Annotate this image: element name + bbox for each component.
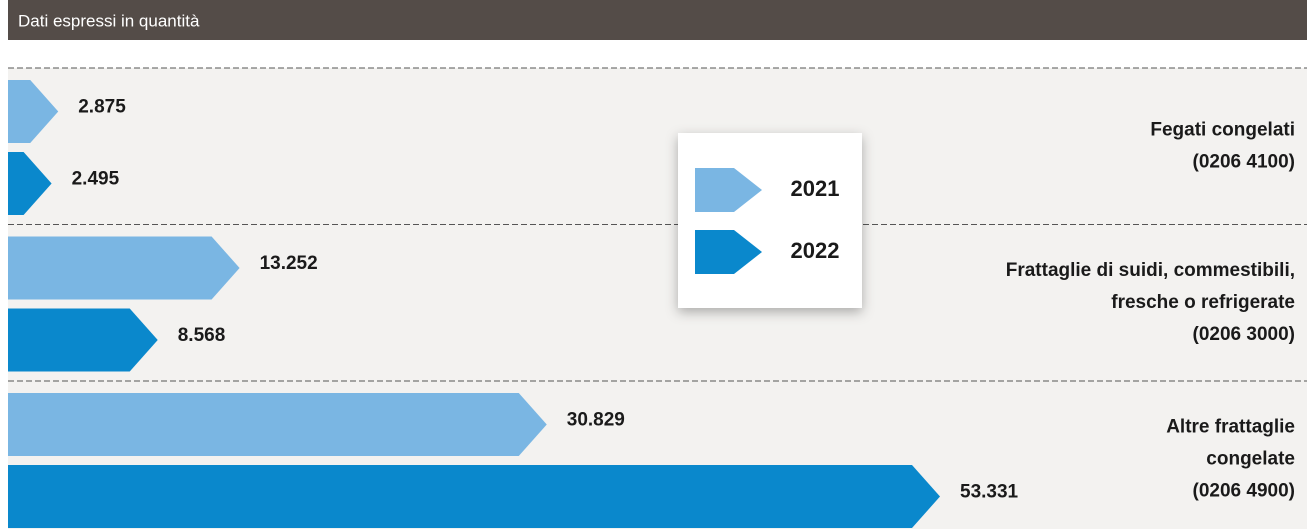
category-label: Fegati congelati bbox=[1150, 119, 1295, 140]
category-label: Altre frattaglie bbox=[1166, 416, 1295, 437]
value-label: 30.829 bbox=[567, 410, 625, 431]
subtitle: Dati espressi in quantità bbox=[18, 11, 200, 30]
bar bbox=[8, 80, 59, 143]
category-label: (0206 3000) bbox=[1193, 324, 1295, 345]
legend-box bbox=[678, 133, 862, 308]
category-label: congelate bbox=[1206, 448, 1295, 469]
bar bbox=[8, 236, 240, 300]
category-label: Frattaglie di suidi, commestibili, bbox=[1006, 260, 1295, 281]
legend-swatch bbox=[695, 230, 762, 274]
header-bar bbox=[8, 0, 1307, 40]
category-label: (0206 4100) bbox=[1193, 151, 1295, 172]
bar bbox=[8, 393, 547, 456]
category-label: (0206 4900) bbox=[1193, 480, 1295, 501]
legend-swatch bbox=[695, 168, 762, 212]
bar bbox=[8, 308, 158, 372]
band bbox=[8, 224, 1307, 381]
value-label: 8.568 bbox=[178, 325, 226, 346]
bar bbox=[8, 152, 52, 215]
category-label: fresche o refrigerate bbox=[1111, 292, 1295, 313]
value-label: 2.875 bbox=[78, 97, 126, 118]
value-label: 2.495 bbox=[72, 169, 120, 190]
legend-label: 2022 bbox=[791, 238, 840, 263]
band bbox=[8, 68, 1307, 225]
value-label: 53.331 bbox=[960, 482, 1019, 503]
value-label: 13.252 bbox=[260, 253, 318, 274]
legend-label: 2021 bbox=[791, 176, 840, 201]
bar bbox=[8, 465, 940, 528]
